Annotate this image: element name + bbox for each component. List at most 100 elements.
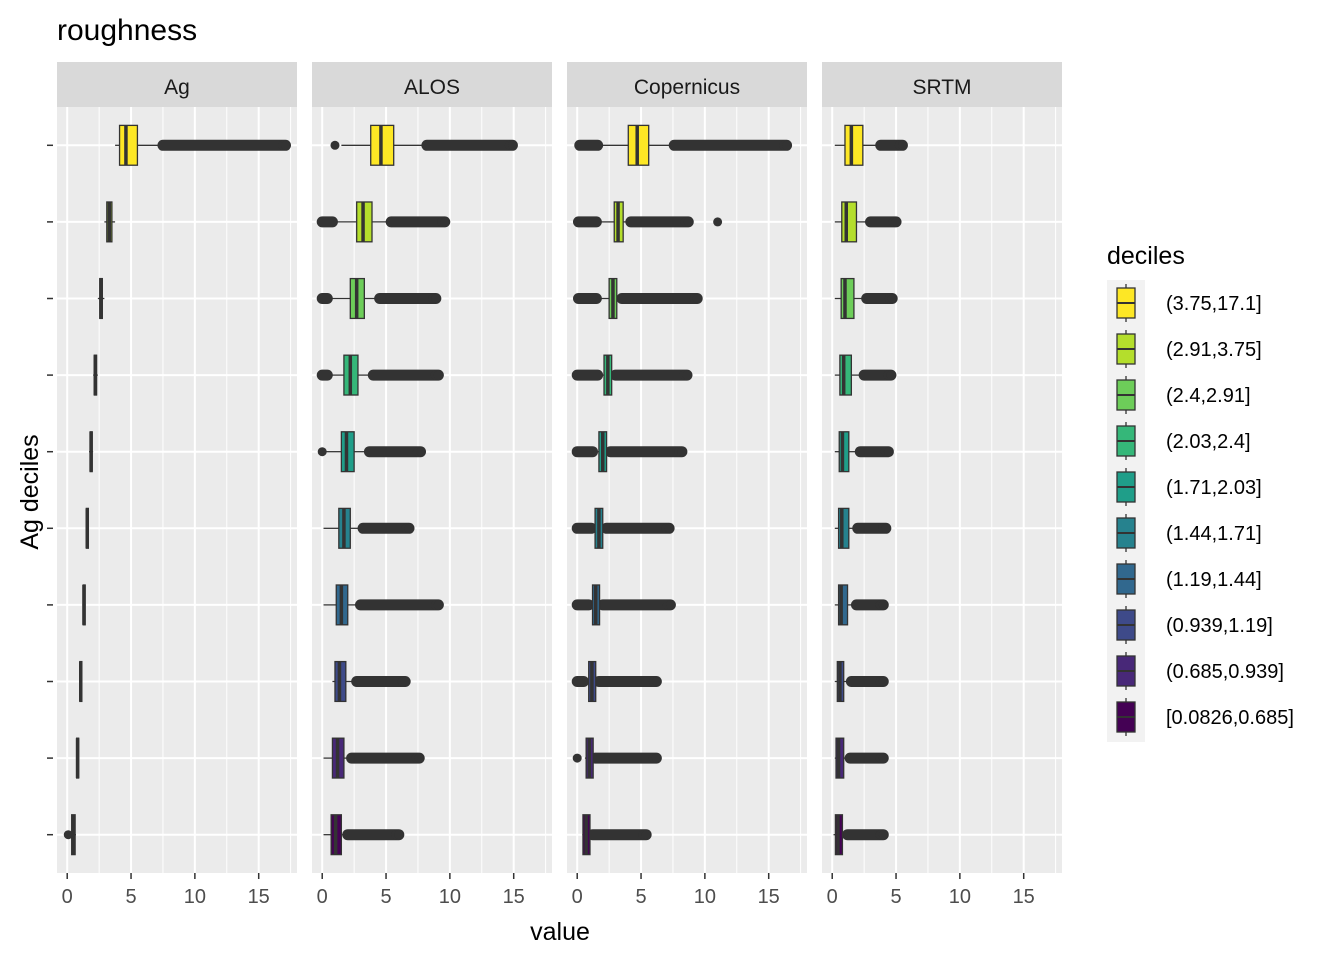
box-srtm-9 xyxy=(834,737,889,779)
panel-background xyxy=(312,107,552,873)
legend-item: (3.75,17.1] xyxy=(1116,284,1262,322)
box-srtm-8 xyxy=(834,660,889,703)
legend-item-label: (2.4,2.91] xyxy=(1166,385,1251,407)
legend-item-label: (0.939,1.19] xyxy=(1166,615,1273,637)
legend-item-label: (3.75,17.1] xyxy=(1166,293,1262,315)
box-body xyxy=(839,354,853,396)
legend-item: (2.91,3.75] xyxy=(1116,330,1262,368)
outlier-point-low xyxy=(330,140,340,150)
x-tick-label: 15 xyxy=(503,886,525,908)
outlier-point xyxy=(281,140,291,150)
box-body xyxy=(118,124,139,166)
x-tick-label: 15 xyxy=(1013,886,1035,908)
box-srtm-6 xyxy=(834,507,892,549)
panel-background xyxy=(57,107,297,873)
box-copernicus-6 xyxy=(571,507,675,549)
facet-strip xyxy=(312,62,552,107)
legend-item: (1.71,2.03] xyxy=(1116,468,1262,506)
box-alos-10 xyxy=(323,814,405,856)
outlier-point xyxy=(878,830,888,840)
box-alos-7 xyxy=(323,584,444,626)
box-srtm-3 xyxy=(834,277,898,320)
legend-items: (3.75,17.1] (2.91,3.75] (2.4,2.91] (2.03,2.… xyxy=(1116,284,1294,736)
x-tick-label: 10 xyxy=(694,886,716,908)
x-tick-label: 15 xyxy=(758,886,780,908)
outlier-point-low xyxy=(317,447,327,457)
legend: deciles (3.75,17.1] (2.91,3.75] (2.4,2.91]… xyxy=(1107,242,1294,742)
box-alos-9 xyxy=(323,737,425,779)
outlier-point xyxy=(394,830,404,840)
x-tick-label: 10 xyxy=(184,886,206,908)
box-ag-10 xyxy=(63,814,76,856)
outlier-point xyxy=(665,600,675,610)
box-srtm-7 xyxy=(834,584,889,626)
legend-item: (0.939,1.19] xyxy=(1116,606,1273,644)
box-copernicus-3 xyxy=(572,277,703,320)
box-srtm-2 xyxy=(834,201,902,243)
box-srtm-4 xyxy=(834,354,897,396)
y-axis-title: Ag deciles xyxy=(16,434,44,549)
x-tick-label: 10 xyxy=(949,886,971,908)
legend-item-label: (1.19,1.44] xyxy=(1166,569,1262,591)
facet-strip xyxy=(822,62,1062,107)
facet-panel-copernicus: Copernicus 0 5 10 15 xyxy=(567,62,807,908)
x-tick-label: 5 xyxy=(635,886,646,908)
x-tick-label: 0 xyxy=(827,886,838,908)
box-ag-6 xyxy=(85,507,90,549)
x-tick-label: 0 xyxy=(62,886,73,908)
outlier-point xyxy=(878,677,888,686)
box-ag-4 xyxy=(93,354,98,396)
box-body xyxy=(841,201,858,243)
box-body xyxy=(837,584,849,626)
outlier-point xyxy=(881,523,891,533)
x-tick-label: 0 xyxy=(572,886,583,908)
box-srtm-5 xyxy=(834,431,894,473)
x-tick-label: 15 xyxy=(248,886,270,908)
box-ag-5 xyxy=(89,431,94,473)
box-ag-7 xyxy=(82,584,86,626)
facet-strip-label: SRTM xyxy=(912,76,971,99)
legend-item: (2.4,2.91] xyxy=(1116,376,1251,414)
legend-title: deciles xyxy=(1107,242,1185,270)
outlier-point xyxy=(641,830,651,840)
facet-strip xyxy=(567,62,807,107)
legend-item: (1.44,1.71] xyxy=(1116,514,1262,552)
facet-strip-label: Copernicus xyxy=(634,76,740,99)
box-alos-8 xyxy=(332,660,411,703)
outlier-point xyxy=(507,140,517,150)
x-axis-title: value xyxy=(530,918,590,946)
box-copernicus-9 xyxy=(572,737,662,779)
outlier-point xyxy=(651,753,661,763)
box-body xyxy=(844,124,864,166)
facet-panel-ag: Ag 0 5 10 15 xyxy=(57,62,297,908)
outlier-point xyxy=(883,447,893,457)
legend-item: [0.0826,0.685] xyxy=(1116,698,1294,736)
facet-strip xyxy=(57,62,297,107)
outlier-point-low xyxy=(63,830,73,840)
outlier-point xyxy=(878,753,888,763)
outlier-point xyxy=(887,294,897,303)
box-copernicus-4 xyxy=(571,354,693,396)
legend-item: (1.19,1.44] xyxy=(1116,560,1262,598)
box-alos-2 xyxy=(316,201,451,243)
legend-item-label: [0.0826,0.685] xyxy=(1166,707,1294,729)
outlier-point xyxy=(891,217,901,227)
outlier-point xyxy=(886,370,896,380)
box-srtm-10 xyxy=(833,814,889,856)
outlier-point xyxy=(433,370,443,380)
box-srtm-1 xyxy=(834,124,908,166)
box-body xyxy=(837,507,850,549)
outlier-point xyxy=(782,140,792,150)
box-copernicus-2 xyxy=(572,201,723,243)
panel-background xyxy=(567,107,807,873)
box-body xyxy=(840,277,855,320)
box-copernicus-7 xyxy=(571,584,676,626)
outlier-point xyxy=(713,217,723,227)
box-copernicus-5 xyxy=(571,431,688,473)
box-alos-4 xyxy=(316,354,444,396)
box-ag-3 xyxy=(97,277,105,320)
box-alos-1 xyxy=(330,124,518,166)
outlier-point xyxy=(440,217,450,227)
outlier-point xyxy=(878,600,888,610)
box-ag-2 xyxy=(104,201,116,243)
